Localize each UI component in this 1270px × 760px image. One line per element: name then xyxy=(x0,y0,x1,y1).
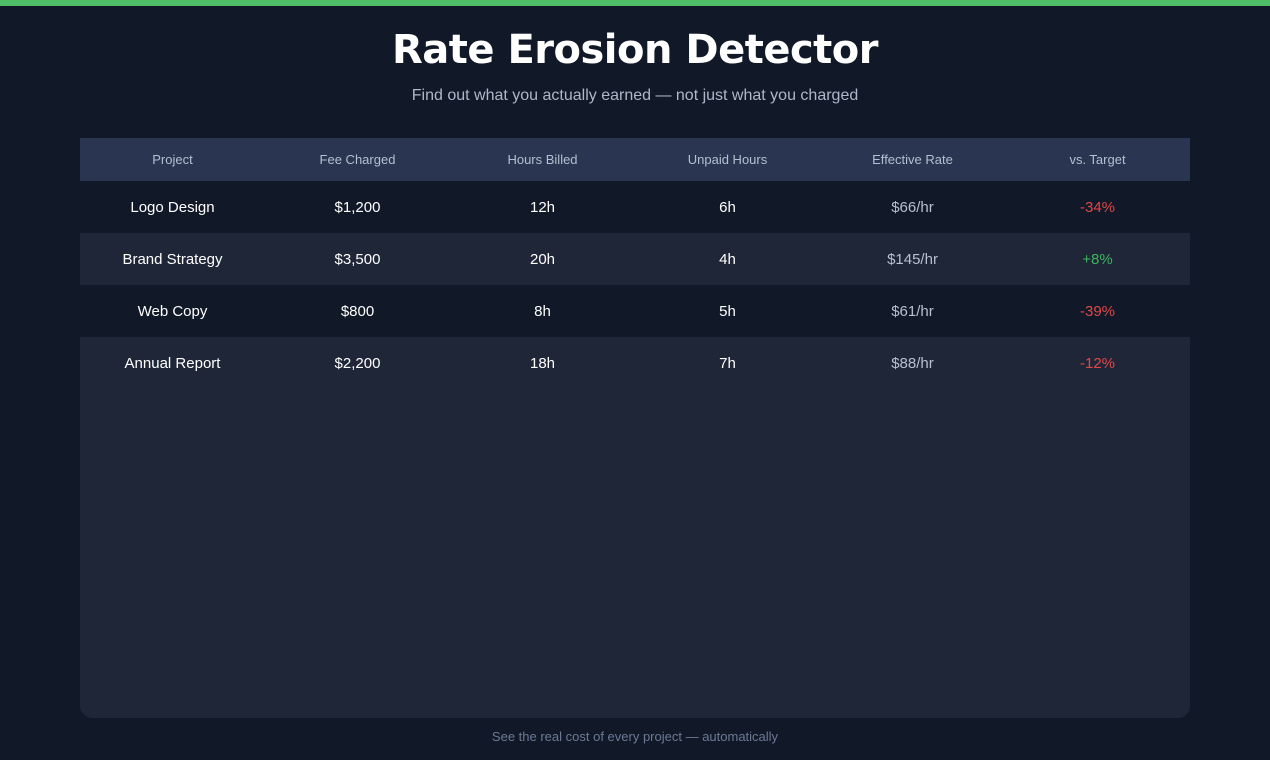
column-header-target: vs. Target xyxy=(1005,138,1190,181)
table-header-row: Project Fee Charged Hours Billed Unpaid … xyxy=(80,138,1190,181)
column-header-unpaid: Unpaid Hours xyxy=(635,138,820,181)
unpaid-cell: 7h xyxy=(635,337,820,389)
hours-cell: 18h xyxy=(450,337,635,389)
effective-rate-cell: $88/hr xyxy=(820,337,1005,389)
vs-target-cell: -34% xyxy=(1005,181,1190,233)
page-title: Rate Erosion Detector xyxy=(391,27,879,73)
project-name-cell: Brand Strategy xyxy=(80,233,265,285)
projects-table-panel: Project Fee Charged Hours Billed Unpaid … xyxy=(80,138,1190,718)
fee-cell: $2,200 xyxy=(265,337,450,389)
hours-cell: 20h xyxy=(450,233,635,285)
project-name-cell: Web Copy xyxy=(80,285,265,337)
vs-target-cell: +8% xyxy=(1005,233,1190,285)
column-header-project: Project xyxy=(80,138,265,181)
unpaid-cell: 4h xyxy=(635,233,820,285)
fee-cell: $1,200 xyxy=(265,181,450,233)
projects-table: Project Fee Charged Hours Billed Unpaid … xyxy=(80,138,1190,389)
table-row: Web Copy $800 8h 5h $61/hr -39% xyxy=(80,285,1190,337)
unpaid-cell: 6h xyxy=(635,181,820,233)
page-header: Rate Erosion Detector Find out what you … xyxy=(0,6,1270,106)
vs-target-cell: -12% xyxy=(1005,337,1190,389)
footer-tagline: See the real cost of every project — aut… xyxy=(491,729,779,744)
column-header-hours: Hours Billed xyxy=(450,138,635,181)
vs-target-cell: -39% xyxy=(1005,285,1190,337)
hours-cell: 8h xyxy=(450,285,635,337)
table-row: Brand Strategy $3,500 20h 4h $145/hr +8% xyxy=(80,233,1190,285)
unpaid-cell: 5h xyxy=(635,285,820,337)
column-header-fee: Fee Charged xyxy=(265,138,450,181)
effective-rate-cell: $66/hr xyxy=(820,181,1005,233)
hours-cell: 12h xyxy=(450,181,635,233)
project-name-cell: Logo Design xyxy=(80,181,265,233)
effective-rate-cell: $61/hr xyxy=(820,285,1005,337)
effective-rate-cell: $145/hr xyxy=(820,233,1005,285)
column-header-rate: Effective Rate xyxy=(820,138,1005,181)
fee-cell: $3,500 xyxy=(265,233,450,285)
page-subtitle: Find out what you actually earned — not … xyxy=(411,87,859,104)
fee-cell: $800 xyxy=(265,285,450,337)
table-row: Annual Report $2,200 18h 7h $88/hr -12% xyxy=(80,337,1190,389)
project-name-cell: Annual Report xyxy=(80,337,265,389)
table-row: Logo Design $1,200 12h 6h $66/hr -34% xyxy=(80,181,1190,233)
top-accent-bar xyxy=(0,0,1270,6)
